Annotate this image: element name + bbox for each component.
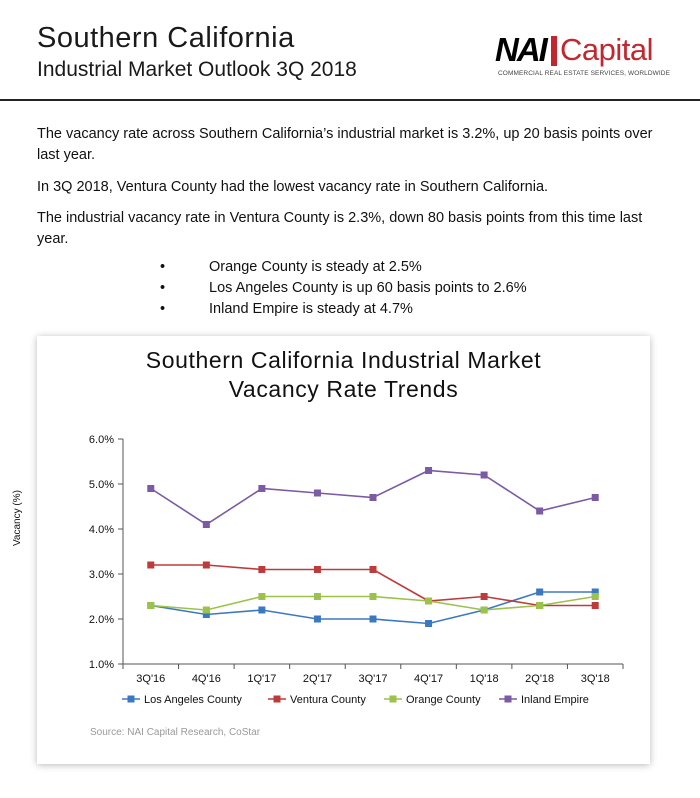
data-point — [591, 593, 599, 600]
data-point — [147, 485, 155, 492]
legend-swatch-marker — [504, 695, 512, 703]
y-axis-label: Vacancy (%) — [12, 490, 23, 546]
legend-label: Inland Empire — [521, 694, 589, 706]
data-point — [591, 602, 599, 609]
legend-swatch-marker — [127, 695, 135, 703]
legend-swatch-marker — [273, 695, 281, 703]
data-point — [369, 494, 377, 501]
data-point — [425, 597, 433, 605]
data-point — [536, 507, 544, 515]
data-point — [425, 467, 433, 474]
data-point — [480, 471, 488, 479]
page-subtitle: Industrial Market Outlook 3Q 2018 — [37, 58, 357, 81]
bullet-glyph: • — [160, 301, 166, 317]
data-point — [258, 566, 266, 573]
legend-label: Los Angeles County — [144, 694, 242, 706]
data-point — [591, 494, 599, 501]
y-tick-label: 5.0% — [89, 479, 114, 491]
header: Southern California Industrial Market Ou… — [0, 0, 700, 100]
logo-nai-text: NAI — [495, 31, 548, 68]
x-tick-label: 3Q'16 — [136, 673, 165, 685]
chart-title-line1: Southern California Industrial Market — [145, 347, 542, 373]
logo-tagline: COMMERCIAL REAL ESTATE SERVICES, WORLDWI… — [498, 70, 671, 77]
legend-label: Orange County — [406, 694, 481, 706]
y-tick-label: 1.0% — [89, 659, 114, 671]
data-point — [258, 606, 266, 614]
data-point — [147, 602, 155, 609]
data-point — [313, 489, 321, 497]
x-tick-label: 3Q'17 — [358, 673, 387, 685]
chart-title: Southern California Industrial Market Va… — [37, 346, 650, 404]
data-point — [480, 606, 488, 614]
data-point — [536, 588, 544, 596]
data-point — [258, 485, 266, 492]
nai-capital-logo: NAI Capital COMMERCIAL REAL ESTATE SERVI… — [495, 31, 670, 82]
data-point — [313, 566, 321, 573]
chart-card: Southern California Industrial Market Va… — [37, 336, 650, 764]
data-point — [147, 561, 155, 569]
legend-swatch-marker — [389, 695, 397, 703]
y-tick-label: 4.0% — [89, 524, 114, 536]
data-point — [425, 620, 433, 627]
data-point — [591, 588, 599, 596]
legend-label: Ventura County — [290, 694, 366, 706]
x-tick-label: 4Q'17 — [414, 673, 443, 685]
bullet-text: Inland Empire is steady at 4.7% — [209, 301, 413, 317]
data-point — [202, 611, 210, 618]
x-tick-label: 2Q'18 — [525, 673, 554, 685]
chart-title-line2: Vacancy Rate Trends — [228, 376, 459, 402]
data-point — [369, 566, 377, 573]
data-point — [202, 606, 210, 614]
bullet-glyph: • — [160, 280, 166, 296]
chart-source: Source: NAI Capital Research, CoStar — [90, 727, 261, 738]
logo-red-bar — [551, 36, 557, 66]
data-point — [313, 615, 321, 623]
y-tick-label: 6.0% — [89, 434, 114, 446]
paragraph-ventura-lowest: In 3Q 2018, Ventura County had the lowes… — [37, 179, 549, 195]
y-tick-label: 2.0% — [89, 614, 114, 626]
x-tick-label: 1Q'17 — [247, 673, 276, 685]
header-divider — [0, 99, 700, 101]
data-point — [369, 593, 377, 600]
paragraph-ventura-rate: The industrial vacancy rate in Ventura C… — [37, 210, 643, 247]
x-tick-label: 1Q'18 — [470, 673, 499, 685]
data-point — [258, 593, 266, 600]
bullet-glyph: • — [160, 259, 166, 275]
x-tick-label: 3Q'18 — [581, 673, 610, 685]
data-point — [202, 561, 210, 569]
bullet-text: Orange County is steady at 2.5% — [209, 259, 422, 275]
y-tick-label: 3.0% — [89, 569, 114, 581]
page-title: Southern California — [37, 22, 295, 54]
x-tick-label: 2Q'17 — [303, 673, 332, 685]
data-point — [313, 593, 321, 600]
data-point — [369, 615, 377, 623]
data-point — [202, 521, 210, 528]
paragraph-vacancy-overall: The vacancy rate across Southern Califor… — [37, 126, 653, 163]
data-point — [536, 602, 544, 609]
bullet-text: Los Angeles County is up 60 basis points… — [209, 280, 527, 296]
x-tick-label: 4Q'16 — [192, 673, 221, 685]
data-point — [480, 593, 488, 600]
logo-capital-text: Capital — [560, 32, 654, 67]
